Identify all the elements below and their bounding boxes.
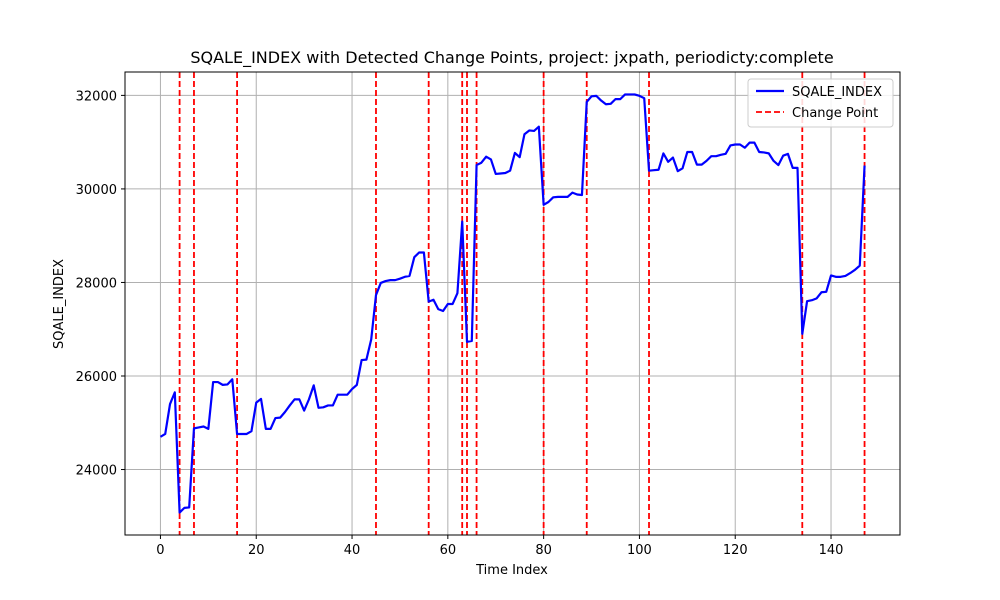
y-axis-ticks: 24000 26000 28000 30000 32000 xyxy=(76,89,125,479)
x-tick-label: 20 xyxy=(248,543,265,558)
x-tick-label: 140 xyxy=(819,543,844,558)
y-tick-label: 28000 xyxy=(76,276,117,291)
y-tick-label: 30000 xyxy=(76,183,117,198)
y-tick-label: 26000 xyxy=(76,370,117,385)
y-tick-label: 32000 xyxy=(76,89,117,104)
legend-sqale-index-label: SQALE_INDEX xyxy=(792,85,882,100)
plot-background xyxy=(125,72,900,535)
legend-change-point-label: Change Point xyxy=(792,106,878,121)
x-tick-label: 80 xyxy=(535,543,552,558)
sqale-index-line xyxy=(159,93,866,514)
x-tick-label: 100 xyxy=(627,543,652,558)
y-tick-label: 24000 xyxy=(76,464,117,479)
x-tick-label: 60 xyxy=(440,543,457,558)
plot-frame xyxy=(124,71,901,536)
x-axis-label: Time Index xyxy=(475,563,548,578)
change-point-lines xyxy=(178,72,866,535)
x-tick-label: 120 xyxy=(723,543,748,558)
legend-box xyxy=(747,78,894,128)
x-tick-label: 40 xyxy=(344,543,361,558)
x-tick-label: 0 xyxy=(156,543,164,558)
legend: SQALE_INDEX Change Point xyxy=(747,78,894,128)
y-axis-label: SQALE_INDEX xyxy=(52,259,67,349)
x-axis-ticks: 0 20 40 60 80 100 120 140 xyxy=(156,535,843,558)
chart-title: SQALE_INDEX with Detected Change Points,… xyxy=(190,48,833,68)
